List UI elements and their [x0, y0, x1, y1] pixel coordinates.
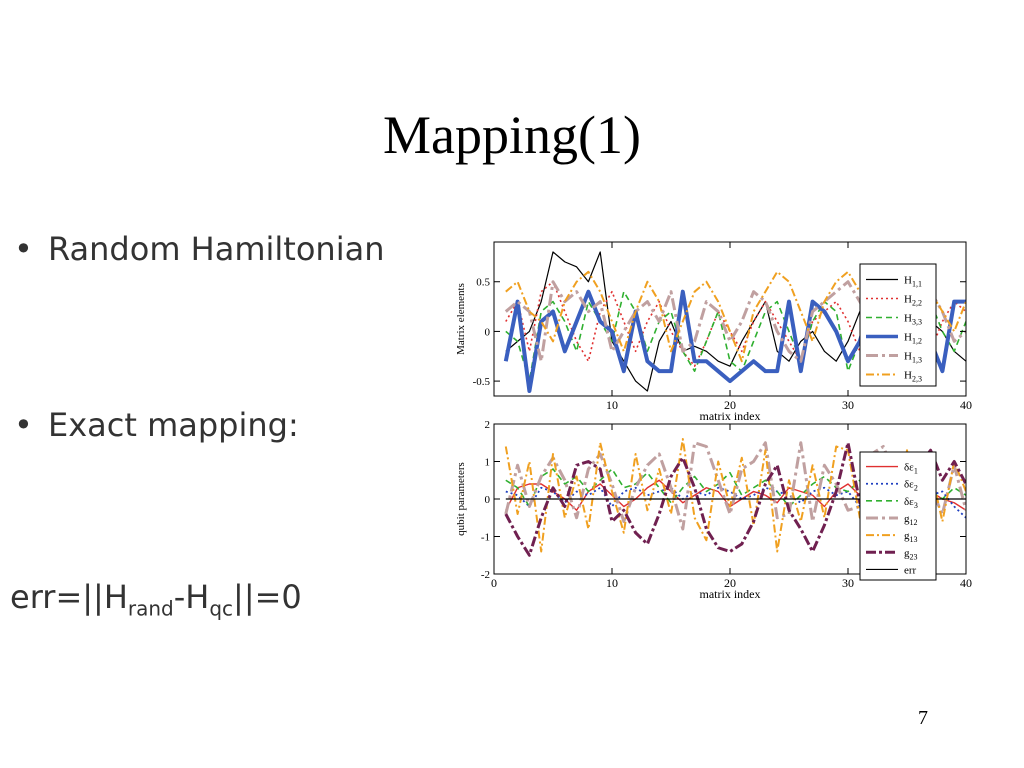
bullet-text: Random Hamiltonian [48, 230, 385, 268]
bullet-exact-mapping: • Exact mapping: [14, 406, 299, 444]
y-axis-label: Matrix elements [455, 283, 467, 355]
legend-entry: H1,2 [904, 332, 922, 346]
x-tick-label: 20 [724, 398, 736, 412]
legend: δε1 δε2 δε3 g12 g13 g23 err [859, 451, 937, 581]
y-tick-label: -0.5 [473, 376, 491, 388]
legend-entry: err [904, 564, 917, 576]
formula-suffix: ||=0 [233, 578, 302, 616]
legend-entry: g12 [904, 513, 918, 527]
legend-box [859, 451, 937, 581]
page-number: 7 [918, 707, 928, 729]
legend: H1,1 H2,2 H3,3 H1,2 H1,3 H2,3 [859, 263, 937, 387]
slide-title: Mapping(1) [383, 105, 641, 165]
legend-entry: δε3 [904, 496, 918, 510]
legend-entry: H2,2 [904, 294, 922, 308]
bullet-random-hamiltonian: • Random Hamiltonian [14, 230, 384, 268]
legend-entry: H3,3 [904, 313, 922, 327]
y-tick-label: -1 [481, 532, 490, 544]
formula-mid: -H [173, 578, 210, 616]
chart-panel-2: 0 10 20 30 40 -2 -1 0 1 2 matrix index qubit parame… [455, 419, 972, 601]
formula-prefix: err=||H [10, 578, 128, 616]
error-formula: err=||Hrand-Hqc||=0 [10, 578, 302, 620]
x-tick-label: 20 [724, 576, 736, 590]
y-axis-label: qubit parameters [455, 462, 467, 536]
bullet-text: Exact mapping: [48, 406, 299, 444]
chart-panel-1: 10 20 30 40 -0.5 0 0.5 matrix index Matrix eleme… [455, 241, 972, 423]
legend-entry: g13 [904, 530, 918, 544]
x-tick-label: 40 [960, 576, 972, 590]
bullet-marker: • [14, 406, 33, 444]
bullet-marker: • [14, 230, 33, 268]
formula-sub-rand: rand [127, 596, 174, 621]
y-tick-label: 0.5 [476, 277, 490, 289]
series-line-2 [505, 280, 966, 367]
legend-entry: H1,3 [904, 351, 922, 365]
formula-sub-qc: qc [209, 596, 234, 621]
legend-entry: g23 [904, 547, 918, 561]
y-tick-label: -2 [481, 569, 490, 581]
y-tick-label: 1 [485, 457, 491, 469]
y-tick-label: 2 [485, 419, 491, 431]
legend-entry: H1,1 [904, 275, 922, 289]
x-tick-label: 30 [842, 398, 854, 412]
legend-box [859, 263, 937, 387]
x-tick-label: 40 [960, 398, 972, 412]
legend-entry: H2,3 [904, 370, 922, 384]
x-tick-label: 0 [491, 576, 497, 590]
x-axis-label: matrix index [700, 409, 761, 423]
legend-entry: δε1 [904, 462, 918, 476]
x-tick-label: 10 [606, 398, 618, 412]
x-tick-label: 10 [606, 576, 618, 590]
legend-entry: δε2 [904, 479, 918, 493]
y-tick-label: 0 [485, 326, 491, 338]
x-axis-label: matrix index [700, 587, 761, 601]
y-tick-label: 0 [485, 494, 491, 506]
x-tick-label: 30 [842, 576, 854, 590]
